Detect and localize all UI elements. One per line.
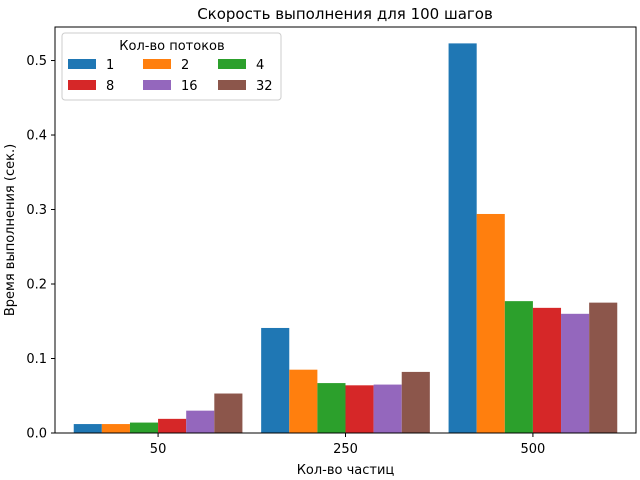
bar-series-4-cat-50 [129, 422, 159, 433]
bar-series-4-cat-500 [504, 301, 533, 433]
bar-series-32-cat-500 [589, 302, 618, 433]
legend-items: 1 2 4 8 16 32 [68, 58, 273, 94]
legend-label-2: 2 [181, 58, 189, 73]
bar-series-2-cat-50 [101, 424, 130, 433]
legend-swatch-1 [68, 59, 96, 69]
legend-title: Кол-во потоков [119, 39, 224, 54]
legend-label-4: 4 [256, 58, 264, 73]
y-axis-label: Время выполнения (сек.) [3, 144, 18, 316]
bar-series-16-cat-50 [186, 410, 215, 433]
bar-series-16-cat-500 [561, 313, 590, 433]
bar-series-8-cat-500 [532, 307, 562, 433]
legend-label-8: 8 [106, 79, 114, 94]
axes-group: 50 250 500 0.0 0.1 0.2 0.3 0.4 0.5 [26, 54, 545, 457]
bar-series-32-cat-250 [401, 371, 430, 433]
x-tick-label: 50 [150, 442, 167, 457]
legend-swatch-4 [218, 59, 246, 69]
y-tick-label: 0.0 [26, 427, 47, 442]
bar-series-2-cat-500 [476, 213, 505, 433]
y-tick-label: 0.5 [26, 54, 47, 69]
y-tick-label: 0.3 [26, 203, 47, 218]
bars-group [73, 43, 618, 433]
y-tick-label: 0.1 [26, 352, 47, 367]
x-axis-label: Кол-во частиц [297, 463, 395, 478]
axes-frame [54, 26, 637, 434]
y-tick-label: 0.2 [26, 278, 47, 293]
bar-series-8-cat-50 [158, 418, 187, 433]
chart-title: Скорость выполнения для 100 шагов [197, 5, 493, 23]
bar-series-1-cat-500 [448, 43, 477, 433]
bar-series-4-cat-250 [317, 383, 346, 433]
legend-swatch-8 [68, 80, 96, 90]
y-tick-label: 0.4 [26, 129, 47, 144]
legend-label-16: 16 [181, 79, 198, 94]
bar-series-16-cat-250 [373, 384, 402, 433]
bar-series-1-cat-250 [261, 327, 290, 433]
bar-series-32-cat-50 [214, 393, 243, 433]
x-tick-label: 500 [521, 442, 546, 457]
legend-swatch-2 [143, 59, 171, 69]
legend-swatch-16 [143, 80, 171, 90]
legend-swatch-32 [218, 80, 246, 90]
legend-label-1: 1 [106, 58, 114, 73]
x-tick-label: 250 [333, 442, 358, 457]
bar-series-8-cat-250 [345, 385, 374, 433]
bar-series-1-cat-50 [73, 424, 102, 433]
legend-label-32: 32 [256, 79, 273, 94]
bar-series-2-cat-250 [289, 369, 318, 433]
legend: Кол-во потоков 1 2 4 8 16 32 [61, 32, 282, 101]
